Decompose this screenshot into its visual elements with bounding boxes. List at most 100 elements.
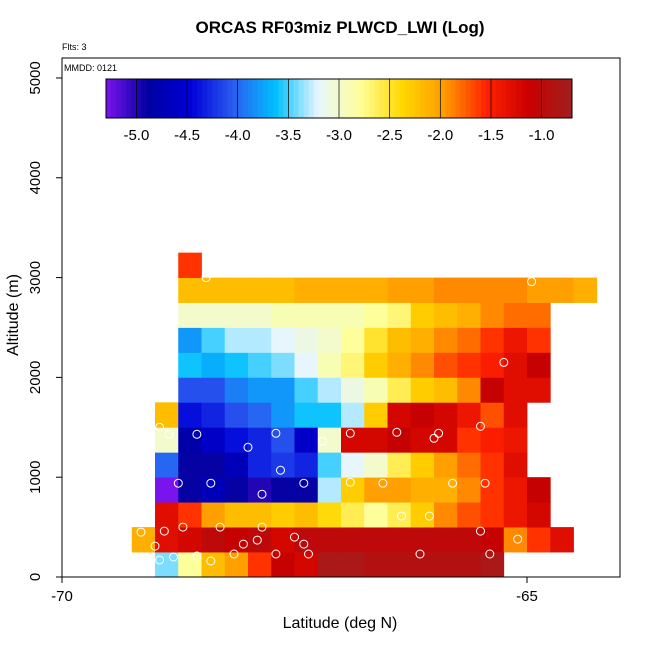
heatmap-cell	[341, 277, 365, 303]
heatmap-cell	[457, 302, 481, 328]
colorbar-segment	[303, 79, 310, 118]
colorbar-segment	[171, 79, 178, 118]
colorbar-segment	[551, 79, 558, 118]
colorbar-segment	[131, 79, 137, 118]
heatmap-cell	[201, 352, 226, 378]
heatmap-cells	[131, 252, 598, 578]
heatmap-cell	[155, 452, 179, 478]
colorbar-segment	[268, 79, 274, 118]
colorbar-tick-label: -1.0	[529, 127, 555, 144]
heatmap-cell	[387, 302, 412, 328]
colorbar-segment	[278, 79, 284, 118]
heatmap-cell	[248, 277, 272, 303]
colorbar-segment	[202, 79, 208, 118]
heatmap-cell	[410, 477, 435, 503]
colorbar-segment	[480, 79, 487, 118]
heatmap-cell	[457, 352, 481, 378]
heatmap-cell	[341, 302, 365, 328]
heatmap-cell	[294, 402, 319, 428]
colorbar-segment	[516, 79, 522, 118]
heatmap-cell	[317, 277, 342, 303]
colorbar-segment	[450, 79, 456, 118]
heatmap-cell	[201, 277, 226, 303]
flight-point	[238, 539, 248, 549]
heatmap-cell	[434, 377, 458, 403]
colorbar-segment	[339, 79, 345, 118]
heatmap-cell	[201, 427, 226, 453]
colorbar-segment	[141, 79, 148, 118]
heatmap-cell	[387, 427, 412, 453]
heatmap-cell	[457, 427, 481, 453]
heatmap-cell	[248, 477, 272, 503]
heatmap-cell	[341, 377, 365, 403]
y-tick-label: 4000	[27, 161, 44, 194]
colorbar-segment	[404, 79, 411, 118]
colorbar-segment	[389, 79, 396, 118]
x-tick-label: -65	[516, 588, 538, 605]
colorbar-segment	[318, 79, 325, 118]
heatmap-cell	[480, 327, 505, 353]
heatmap-cell	[480, 377, 505, 403]
colorbar-segment	[207, 79, 213, 118]
colorbar-segment	[496, 79, 502, 118]
heatmap-cell	[503, 477, 528, 503]
colorbar-segment	[181, 79, 188, 118]
heatmap-cell	[271, 327, 295, 353]
heatmap-cell	[480, 502, 505, 528]
heatmap-cell	[410, 377, 435, 403]
heatmap-cell	[503, 527, 528, 553]
colorbar-segment	[176, 79, 183, 118]
heatmap-cell	[224, 352, 249, 378]
heatmap-cell	[527, 527, 551, 553]
flight-point	[192, 551, 202, 561]
heatmap-cell	[503, 402, 528, 428]
colorbar-segment	[435, 79, 441, 118]
heatmap-cell	[178, 552, 202, 578]
heatmap-cell	[410, 327, 435, 353]
colorbar-segment	[526, 79, 532, 118]
flight-point	[150, 541, 160, 551]
colorbar-segment	[263, 79, 269, 118]
colorbar-segment	[187, 79, 193, 118]
colorbar-segment	[252, 79, 259, 118]
colorbar-segment	[475, 79, 482, 118]
heatmap-cell	[341, 402, 365, 428]
y-tick-label: 2000	[27, 361, 44, 394]
flight-point	[299, 539, 309, 549]
colorbar-segment	[374, 79, 381, 118]
y-tick-label: 5000	[27, 61, 44, 94]
heatmap-cell	[434, 277, 458, 303]
flight-point	[206, 478, 216, 488]
heatmap-cell	[434, 552, 458, 578]
flight-point	[201, 273, 211, 283]
heatmap-cell	[364, 302, 388, 328]
heatmap-cell	[248, 302, 272, 328]
heatmap-cell	[294, 327, 319, 353]
colorbar-segment	[354, 79, 360, 118]
heatmap-cell	[364, 402, 388, 428]
colorbar-segment	[349, 79, 355, 118]
heatmap-cell	[341, 527, 365, 553]
colorbar-segment	[217, 79, 223, 118]
flight-point	[215, 522, 225, 532]
heatmap-cell	[224, 427, 249, 453]
flight-point	[229, 549, 239, 559]
colorbar-segment	[111, 79, 117, 118]
colorbar-segment	[116, 79, 122, 118]
heatmap-cell	[457, 327, 481, 353]
date-annotation: MMDD: 0121	[64, 63, 117, 73]
flight-point	[271, 549, 281, 559]
flight-point	[485, 549, 495, 559]
heatmap-cell	[457, 502, 481, 528]
colorbar-segment	[146, 79, 153, 118]
heatmap-cell	[503, 452, 528, 478]
heatmap-cell	[434, 502, 458, 528]
colorbar-tick-label: -2.5	[377, 127, 403, 144]
flight-point	[257, 489, 267, 499]
flight-point	[169, 552, 179, 562]
heatmap-cell	[178, 302, 202, 328]
colorbar-segment	[511, 79, 517, 118]
heatmap-cell	[480, 527, 505, 553]
colorbar-segment	[561, 79, 568, 118]
heatmap-cell	[387, 477, 412, 503]
